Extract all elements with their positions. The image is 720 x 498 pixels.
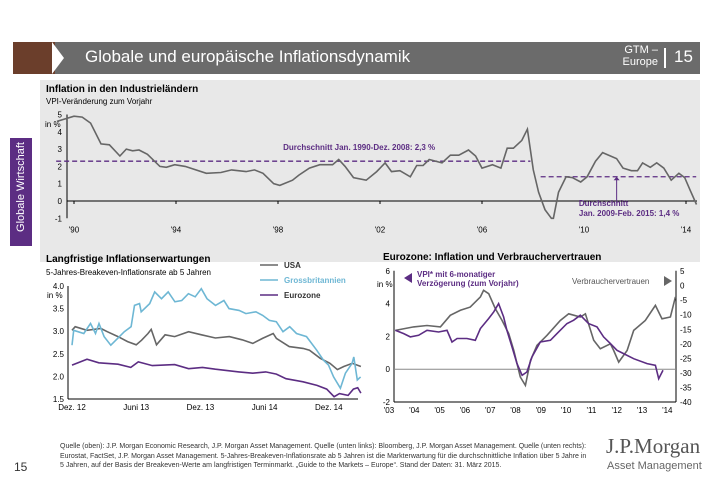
x-tick-label: '98 bbox=[273, 225, 284, 234]
divider bbox=[664, 48, 666, 68]
y-tick-label: 0 bbox=[386, 365, 391, 374]
y2-tick-label: -10 bbox=[680, 311, 692, 320]
page-title: Globale und europäische Inflationsdynami… bbox=[85, 47, 411, 66]
x-tick-label: '08 bbox=[510, 406, 521, 415]
y2-tick-label: -35 bbox=[680, 383, 692, 392]
x-tick-label: Dez. 14 bbox=[315, 403, 343, 412]
y-tick-label: -1 bbox=[55, 214, 63, 223]
y2-tick-label: 5 bbox=[680, 267, 685, 276]
y-tick-label: 4.0 bbox=[53, 282, 65, 291]
x-tick-label: '14 bbox=[681, 225, 692, 234]
series-line-cpi bbox=[395, 301, 664, 381]
y2-tick-label: 0 bbox=[680, 282, 685, 291]
y-axis-label: in % bbox=[47, 291, 63, 300]
y-tick-label: 1.5 bbox=[53, 395, 65, 404]
section-marker bbox=[13, 42, 55, 74]
y-tick-label: 3.0 bbox=[53, 327, 65, 336]
x-tick-label: '02 bbox=[375, 225, 386, 234]
chart-subtitle: VPI-Veränderung zum Vorjahr bbox=[46, 97, 153, 106]
logo: J.P.Morgan bbox=[606, 434, 701, 458]
x-tick-label: Juni 13 bbox=[123, 403, 149, 412]
y-tick-label: 2.5 bbox=[53, 350, 65, 359]
y-tick-label: 2 bbox=[58, 162, 63, 171]
x-tick-label: '10 bbox=[579, 225, 590, 234]
x-tick-label: '06 bbox=[477, 225, 488, 234]
x-tick-label: '10 bbox=[561, 406, 572, 415]
y-axis-label: in % bbox=[45, 120, 61, 129]
y2-tick-label: -40 bbox=[680, 398, 692, 407]
legend-label: VPI* mit 6-monatiger bbox=[417, 270, 495, 279]
x-tick-label: Juni 14 bbox=[252, 403, 278, 412]
section-tab bbox=[10, 138, 32, 246]
series-line-grossbritannien bbox=[71, 287, 362, 391]
y-axis-label: in % bbox=[377, 280, 393, 289]
x-tick-label: '03 bbox=[384, 406, 395, 415]
legend-label: USA bbox=[284, 261, 301, 270]
arrow-head-icon bbox=[613, 176, 620, 181]
chevron-icon bbox=[52, 42, 64, 74]
guide-label: GTM – Europe bbox=[608, 44, 658, 68]
x-tick-label: '94 bbox=[171, 225, 182, 234]
left-arrow-icon bbox=[404, 273, 412, 283]
chart-subtitle: 5-Jahres-Breakeven-Inflationsrate ab 5 J… bbox=[46, 268, 211, 277]
y-tick-label: 3.5 bbox=[53, 305, 65, 314]
logo-subtitle: Asset Management bbox=[607, 460, 702, 472]
x-tick-label: '05 bbox=[434, 406, 445, 415]
legend-label: Verbrauchervertrauen bbox=[572, 277, 649, 286]
x-tick-label: '06 bbox=[460, 406, 471, 415]
y2-tick-label: -5 bbox=[680, 296, 688, 305]
x-tick-label: '04 bbox=[409, 406, 420, 415]
footnote-sources: Quelle (oben): J.P. Morgan Economic Rese… bbox=[60, 443, 587, 469]
guide-label-line1: GTM – bbox=[624, 44, 658, 56]
footer-page-number: 15 bbox=[14, 460, 28, 474]
chart-title: Eurozone: Inflation und Verbrauchervertr… bbox=[383, 252, 602, 263]
y-tick-label: 3 bbox=[58, 145, 63, 154]
header-bar bbox=[55, 42, 700, 74]
y-tick-label: 5 bbox=[58, 111, 63, 120]
y2-tick-label: -20 bbox=[680, 340, 692, 349]
y2-tick-label: -15 bbox=[680, 325, 692, 334]
average-label: Durchschnitt Jan. 1990-Dez. 2008: 2,3 % bbox=[283, 143, 435, 152]
right-arrow-icon bbox=[664, 276, 672, 286]
y-tick-label: -2 bbox=[383, 398, 391, 407]
chart-title: Langfristige Inflationserwartungen bbox=[46, 254, 211, 265]
legend-label: Verzögerung (zum Vorjahr) bbox=[417, 279, 519, 288]
y-tick-label: 0 bbox=[58, 197, 63, 206]
series-line-confidence bbox=[395, 289, 677, 388]
legend-label: Grossbritannien bbox=[284, 276, 346, 285]
x-tick-label: Dez. 13 bbox=[187, 403, 215, 412]
series-line-usa bbox=[71, 325, 362, 371]
average-label: Jan. 2009-Feb. 2015: 1,4 % bbox=[579, 209, 680, 218]
chart-title: Inflation in den Industrieländern bbox=[46, 84, 199, 95]
page-number: 15 bbox=[674, 47, 693, 66]
guide-label-line2: Europe bbox=[622, 56, 658, 68]
x-tick-label: '11 bbox=[586, 406, 596, 415]
y2-tick-label: -30 bbox=[680, 369, 692, 378]
x-tick-label: '07 bbox=[485, 406, 496, 415]
x-tick-label: Dez. 12 bbox=[58, 403, 86, 412]
x-tick-label: '14 bbox=[662, 406, 673, 415]
y2-tick-label: -25 bbox=[680, 354, 692, 363]
y-tick-label: 6 bbox=[386, 267, 391, 276]
y-tick-label: 4 bbox=[386, 300, 391, 309]
x-tick-label: '13 bbox=[637, 406, 648, 415]
series-line-vpi bbox=[56, 115, 698, 220]
x-tick-label: '12 bbox=[611, 406, 622, 415]
y-tick-label: 4 bbox=[58, 128, 63, 137]
x-tick-label: '90 bbox=[69, 225, 80, 234]
series-line-eurozone bbox=[71, 358, 362, 398]
legend-label: Eurozone bbox=[284, 291, 321, 300]
average-label: Durchschnitt bbox=[579, 199, 629, 208]
y-tick-label: 1 bbox=[58, 180, 63, 189]
x-tick-label: '09 bbox=[536, 406, 547, 415]
y-tick-label: 2 bbox=[386, 332, 391, 341]
y-tick-label: 2.0 bbox=[53, 372, 65, 381]
